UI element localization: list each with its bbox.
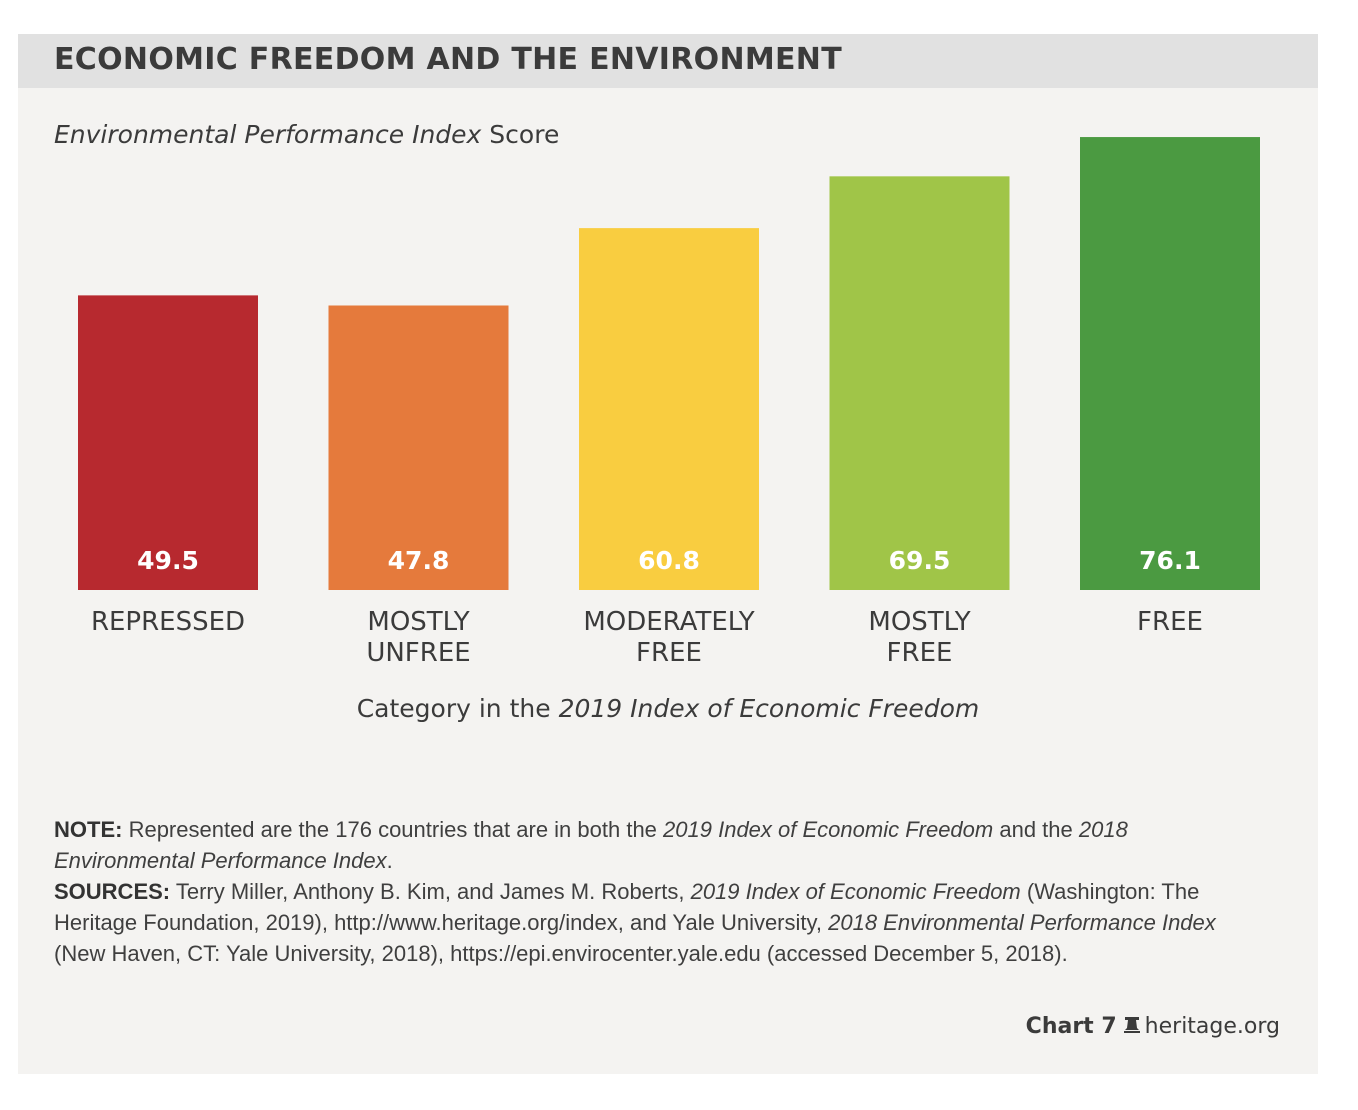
bar-0 [78, 295, 258, 590]
notes-block: NOTE: Represented are the 176 countries … [54, 814, 1264, 969]
category-label-line: MOSTLY [367, 607, 470, 637]
note-text-part: Represented are the 176 countries that a… [122, 817, 664, 842]
liberty-bell-icon [1123, 1017, 1140, 1033]
y-axis-label-italic: Environmental Performance Index [54, 120, 482, 149]
chart-card: ECONOMIC FREEDOM AND THE ENVIRONMENT Env… [18, 34, 1318, 1074]
sources-text-part: (Washington: The Heritage Foundation, 20… [54, 879, 1200, 935]
bar-value-label: 49.5 [137, 546, 199, 575]
bar-3 [829, 176, 1010, 590]
category-label-line: MODERATELY [583, 607, 755, 637]
bar-value-label: 47.8 [388, 546, 450, 575]
category-label-line: UNFREE [366, 638, 471, 668]
category-label-line: MOSTLY [868, 607, 971, 637]
sources-label: SOURCES: [54, 879, 171, 904]
sources-text-part: (New Haven, CT: Yale University, 2018), … [54, 941, 1068, 966]
note-text-part: . [386, 848, 393, 873]
title-bar: ECONOMIC FREEDOM AND THE ENVIRONMENT [18, 34, 1318, 88]
sources-text: SOURCES: Terry Miller, Anthony B. Kim, a… [54, 876, 1264, 969]
category-label-line: FREE [636, 638, 702, 668]
category-label: MOSTLY FREE [810, 607, 1030, 669]
category-label: FREE [1060, 607, 1280, 638]
category-label-line: REPRESSED [90, 607, 246, 637]
bar-4 [1080, 137, 1260, 590]
category-label-line: FREE [886, 638, 953, 668]
x-axis-label-italic: 2019 Index of Economic Freedom [558, 694, 980, 723]
chart-number: Chart 7 [1025, 1014, 1117, 1039]
site-link[interactable]: heritage.org [1144, 1014, 1280, 1039]
x-axis-label: Category in the 2019 Index of Economic F… [18, 694, 1318, 723]
bar-value-label: 76.1 [1139, 546, 1201, 575]
bar-value-label: 60.8 [638, 546, 700, 575]
note-label: NOTE: [54, 817, 123, 842]
category-label: REPRESSED [58, 607, 278, 638]
category-label: MODERATELY FREE [559, 607, 779, 669]
bar-1 [328, 305, 509, 590]
footer: Chart 7 heritage.org [1026, 1014, 1280, 1039]
bar-chart: 49.5 47.8 60.8 69.5 76.1 [78, 137, 1260, 590]
sources-text-part: Terry Miller, Anthony B. Kim, and James … [170, 879, 691, 904]
note-text-italic: 2019 Index of Economic Freedom [663, 817, 994, 842]
chart-title: ECONOMIC FREEDOM AND THE ENVIRONMENT [54, 42, 842, 77]
note-text: NOTE: Represented are the 176 countries … [54, 814, 1264, 876]
sources-text-italic: 2019 Index of Economic Freedom [690, 879, 1021, 904]
x-axis-label-prefix: Category in the [356, 694, 559, 723]
note-text-part: and the [993, 817, 1079, 842]
y-axis-label: Environmental Performance Index Score [54, 120, 559, 149]
bar-2 [579, 228, 759, 590]
note-text-italic: 2018 Environmental Performance Index [54, 817, 1128, 873]
bar-value-label: 69.5 [889, 546, 951, 575]
y-axis-label-rest: Score [481, 120, 560, 149]
sources-text-italic: 2018 Environmental Performance Index [828, 910, 1216, 935]
category-label-line: FREE [1137, 607, 1203, 637]
category-label: MOSTLY UNFREE [309, 607, 529, 669]
